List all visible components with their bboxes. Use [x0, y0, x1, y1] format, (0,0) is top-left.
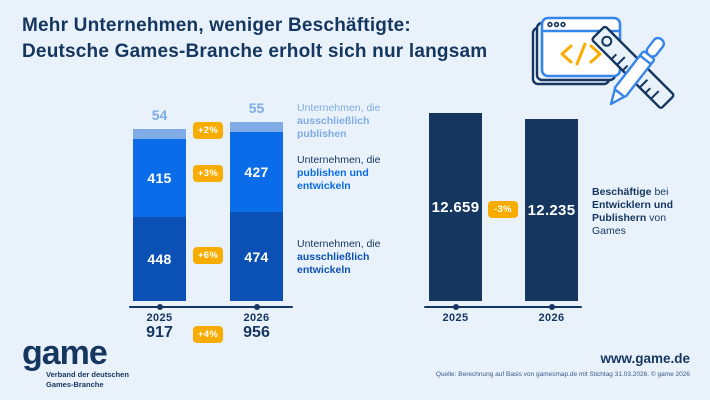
- axis-dot: [253, 304, 260, 310]
- segment-value: 427: [244, 164, 269, 180]
- employees-axis-line: [424, 306, 582, 308]
- change-badge-employees: -3%: [488, 201, 518, 218]
- companies-year-2025: 2025: [146, 312, 173, 324]
- companies-total-2025: 917: [146, 324, 173, 341]
- segment-publish-only-2026: [230, 122, 283, 132]
- website-link: www.game.de: [600, 351, 690, 366]
- legend-line: Publishern von: [592, 212, 667, 224]
- change-badge-develop-only: +6%: [193, 247, 223, 264]
- legend-line: publishen: [297, 128, 347, 140]
- legend-publish-develop: Unternehmen, die publishen und entwickel…: [297, 154, 412, 193]
- page-title: Mehr Unternehmen, weniger Beschäftigte: …: [22, 13, 487, 65]
- legend-employees: Beschäftige bei Entwicklern und Publishe…: [592, 186, 704, 238]
- legend-line: Unternehmen, die: [297, 102, 381, 114]
- legend-line: Unternehmen, die: [297, 238, 381, 250]
- legend-develop-only: Unternehmen, die ausschließlich entwicke…: [297, 238, 412, 277]
- legend-line: entwickeln: [297, 180, 351, 192]
- logo-tagline: Verband der deutschen Games-Branche: [46, 370, 129, 389]
- segment-value: 415: [147, 170, 172, 186]
- change-badge-publish-only: +2%: [193, 122, 223, 139]
- segment-develop-only-2026: 474: [230, 212, 283, 301]
- legend-line: Games: [592, 225, 626, 237]
- legend-line: ausschließlich: [297, 251, 370, 263]
- legend-line: Entwicklern und: [592, 199, 674, 211]
- legend-publish-only: Unternehmen, die ausschließlich publishe…: [297, 102, 412, 141]
- axis-dot: [452, 304, 459, 310]
- companies-bar-2026: 55 427 474: [230, 100, 283, 301]
- companies-bar-2025: 54 415 448: [133, 107, 186, 301]
- axis-dot: [156, 304, 163, 310]
- legend-line: publishen und: [297, 167, 369, 179]
- segment-publish-develop-2025: 415: [133, 139, 186, 217]
- employees-bar-2025: 12.659: [429, 113, 482, 301]
- companies-total-2026: 956: [243, 324, 270, 341]
- page-title-line1: Mehr Unternehmen, weniger Beschäftigte:: [22, 15, 411, 36]
- employees-bar-2026: 12.235: [525, 119, 578, 301]
- employees-year-2025: 2025: [442, 312, 469, 324]
- code-glyph-icon: [560, 42, 602, 66]
- bar-value: 12.235: [527, 201, 576, 219]
- employees-year-2026: 2026: [538, 312, 565, 324]
- segment-publish-only-2025: [133, 129, 186, 139]
- legend-line: ausschließlich: [297, 115, 370, 127]
- bar-value: 12.659: [431, 198, 480, 216]
- legend-line: Beschäftige bei: [592, 186, 669, 198]
- change-badge-total: +4%: [193, 326, 223, 343]
- game-logo: game: [22, 334, 108, 372]
- page-title-line2: Deutsche Games-Branche erholt sich nur l…: [22, 41, 488, 62]
- segment-value: 474: [244, 248, 269, 265]
- companies-axis-line: [129, 306, 293, 308]
- segment-publish-develop-2026: 427: [230, 132, 283, 212]
- source-note: Quelle: Berechnung auf Basis von gamesma…: [435, 371, 690, 378]
- change-badge-publish-develop: +3%: [193, 165, 223, 182]
- legend-line: entwickeln: [297, 264, 351, 276]
- axis-dot: [548, 304, 555, 310]
- segment-develop-only-2025: 448: [133, 217, 186, 301]
- legend-line: Unternehmen, die: [297, 154, 381, 166]
- code-window-ruler-pen-icon: [531, 16, 675, 109]
- companies-year-2026: 2026: [243, 312, 270, 324]
- bar-top-value: 55: [248, 100, 265, 116]
- segment-value: 448: [147, 251, 172, 267]
- bar-top-value: 54: [151, 107, 168, 123]
- pen-icon: [609, 36, 665, 106]
